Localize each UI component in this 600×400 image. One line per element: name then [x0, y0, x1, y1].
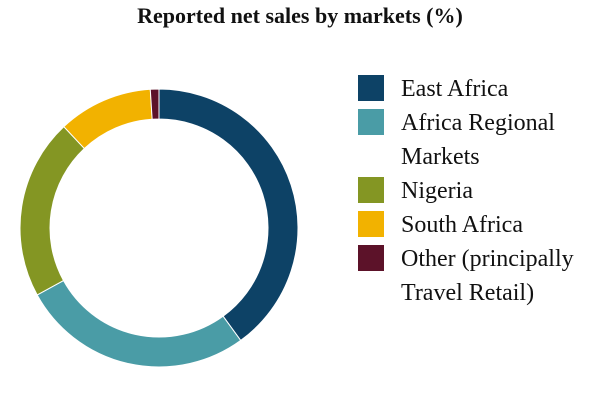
- legend-label-other: Other (principally Travel Retail): [401, 246, 574, 306]
- legend-swatch-east-africa: [358, 75, 384, 101]
- legend-swatch-other: [358, 245, 384, 271]
- chart-title: Reported net sales by markets (%): [137, 3, 463, 28]
- donut-slice-nigeria: [19, 125, 86, 296]
- legend-label-east-africa: East Africa: [401, 76, 509, 102]
- legend-label-nigeria: Nigeria: [401, 178, 473, 204]
- legend-swatch-africa-regional-markets: [358, 109, 384, 135]
- donut-slice-south-africa: [63, 88, 153, 150]
- legend-item-nigeria: Nigeria: [358, 174, 598, 208]
- legend-swatch-nigeria: [358, 177, 384, 203]
- donut-slice-other: [149, 88, 160, 120]
- donut-slice-east-africa: [158, 88, 299, 342]
- legend: East Africa Africa Regional Markets Nige…: [358, 72, 598, 310]
- legend-swatch-south-africa: [358, 211, 384, 237]
- legend-item-south-africa: South Africa: [358, 208, 598, 242]
- legend-label-africa-regional-markets: Africa Regional Markets: [401, 110, 555, 170]
- donut-slice-africa-regional-markets: [36, 279, 242, 368]
- legend-label-south-africa: South Africa: [401, 212, 523, 238]
- legend-item-east-africa: East Africa: [358, 72, 598, 106]
- legend-item-africa-regional-markets: Africa Regional Markets: [358, 106, 598, 174]
- legend-item-other: Other (principally Travel Retail): [358, 242, 598, 310]
